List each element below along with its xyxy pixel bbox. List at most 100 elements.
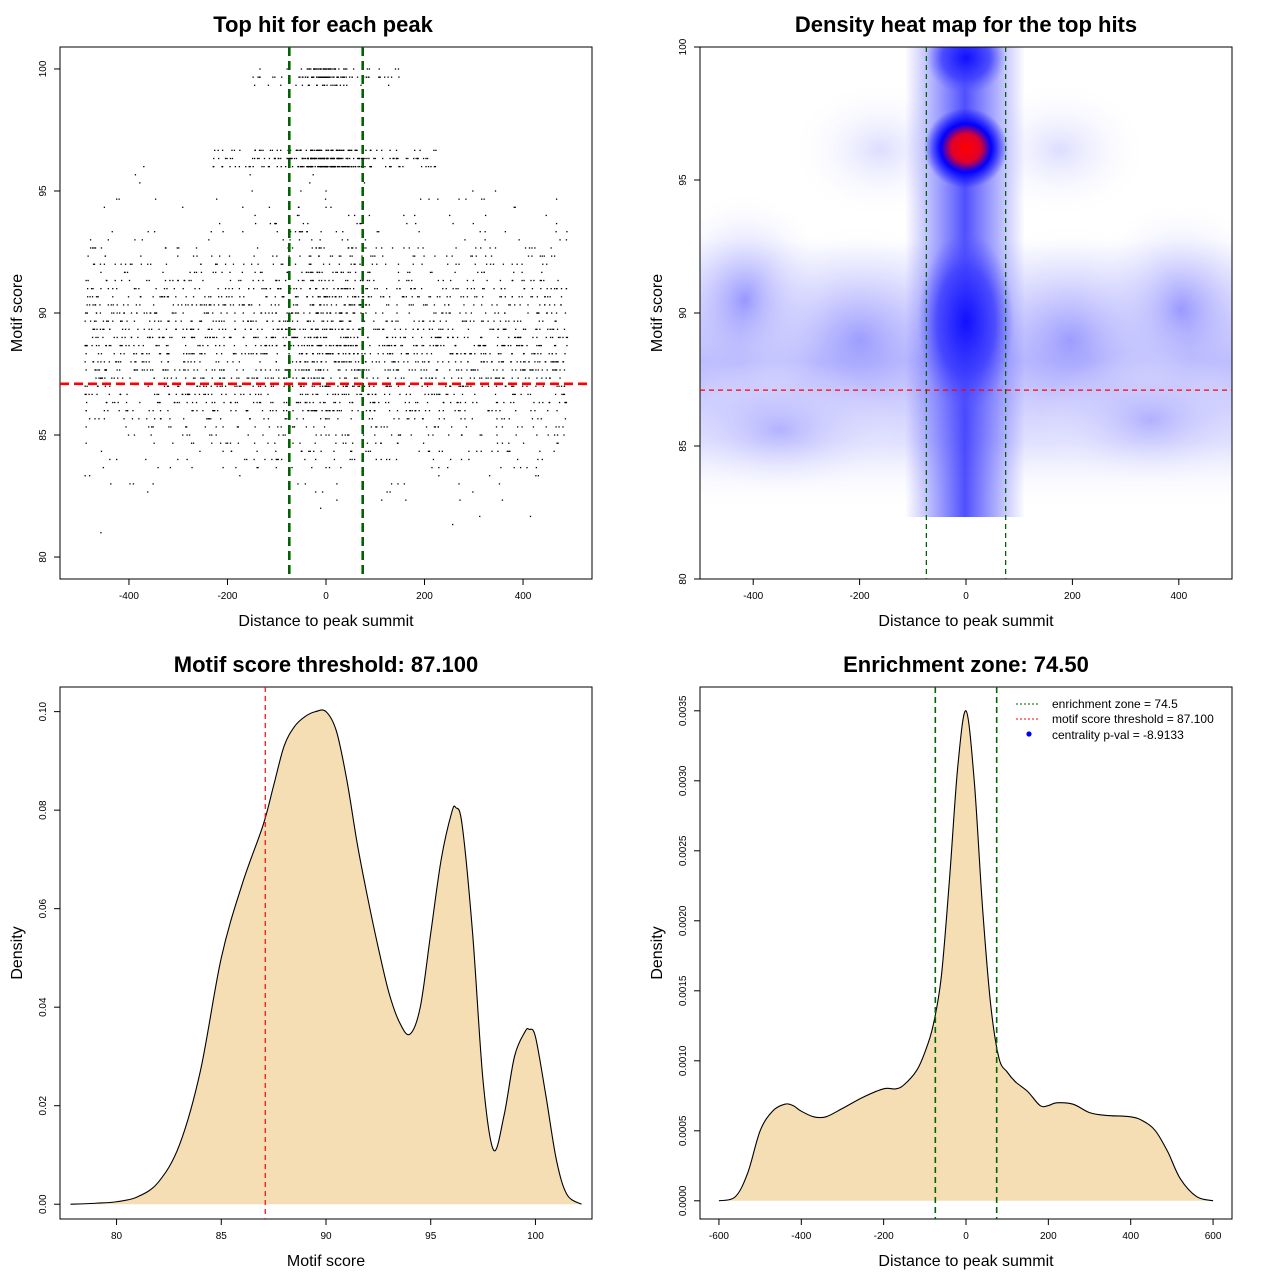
scatter-point	[231, 296, 233, 298]
scatter-point	[376, 263, 378, 265]
scatter-point	[295, 84, 297, 86]
scatter-point	[319, 507, 322, 509]
scatter-point	[125, 401, 128, 404]
scatter-point	[494, 312, 496, 314]
scatter-point	[219, 442, 222, 444]
scatter-point	[306, 68, 308, 70]
scatter-point	[335, 434, 337, 436]
scatter-point	[295, 304, 297, 306]
scatter-point	[519, 320, 522, 322]
scatter-point	[400, 377, 403, 379]
scatter-point	[399, 287, 401, 290]
scatter-point	[93, 247, 95, 249]
scatter-point	[366, 68, 369, 70]
scatter-point	[126, 320, 128, 322]
scatter-point	[259, 401, 262, 404]
scatter-point	[321, 491, 324, 493]
scatter-point	[226, 312, 228, 314]
scatter-point	[337, 385, 339, 387]
scatter-point	[542, 263, 544, 265]
scatter-point	[240, 393, 242, 396]
scatter-point	[460, 369, 463, 371]
y-tick-label: 95	[678, 174, 689, 186]
scatter-point	[405, 410, 407, 412]
scatter-point	[352, 157, 355, 160]
scatter-point	[485, 312, 487, 314]
scatter-point	[89, 239, 92, 241]
scatter-point	[386, 344, 388, 347]
scatter-point	[185, 393, 187, 396]
scatter-point	[457, 377, 460, 379]
scatter-point	[161, 296, 164, 298]
scatter-point	[413, 287, 415, 290]
scatter-point	[274, 222, 276, 225]
scatter-point	[114, 401, 116, 404]
scatter-point	[371, 263, 374, 265]
scatter-point	[84, 393, 86, 396]
scatter-point	[139, 182, 141, 184]
scatter-point	[388, 296, 391, 298]
scatter-point	[200, 320, 203, 322]
scatter-point	[493, 320, 495, 322]
scatter-point	[193, 353, 195, 355]
scatter-point	[353, 458, 356, 461]
scatter-point	[295, 401, 298, 404]
scatter-point	[501, 426, 504, 428]
scatter-point	[357, 328, 360, 330]
scatter-point	[412, 255, 414, 257]
scatter-point	[353, 369, 356, 371]
scatter-point	[561, 393, 563, 396]
scatter-point	[551, 328, 553, 330]
scatter-point	[104, 377, 106, 379]
scatter-point	[428, 296, 430, 298]
scatter-point	[255, 336, 257, 339]
scatter-point	[558, 401, 561, 404]
scatter-point	[520, 344, 523, 347]
scatter-point	[328, 418, 330, 420]
scatter-point	[557, 336, 560, 339]
scatter-point	[223, 304, 226, 306]
panel3-y-axis-label: Density	[9, 926, 26, 979]
scatter-point	[225, 442, 227, 444]
scatter-point	[260, 369, 262, 371]
y-tick-label: 100	[678, 38, 689, 55]
scatter-point	[320, 312, 322, 314]
scatter-point	[249, 304, 251, 306]
scatter-point	[536, 377, 538, 379]
scatter-point	[388, 458, 391, 461]
y-tick-label: 0.0030	[678, 765, 689, 796]
scatter-point	[546, 369, 548, 371]
scatter-point	[258, 157, 260, 160]
scatter-point	[532, 369, 534, 371]
scatter-point	[441, 450, 443, 452]
scatter-point	[311, 304, 313, 306]
scatter-point	[349, 287, 351, 290]
scatter-point	[266, 320, 268, 322]
scatter-point	[548, 401, 550, 404]
scatter-point	[405, 353, 407, 355]
scatter-point	[506, 450, 508, 452]
scatter-point	[234, 312, 236, 314]
scatter-point	[495, 385, 498, 387]
scatter-point	[495, 401, 498, 404]
scatter-point	[153, 320, 156, 322]
scatter-point	[454, 410, 456, 412]
scatter-point	[223, 377, 226, 379]
scatter-point	[318, 149, 320, 152]
scatter-point	[421, 361, 424, 363]
scatter-point	[409, 393, 411, 396]
scatter-point	[487, 410, 489, 412]
scatter-point	[519, 336, 522, 339]
scatter-point	[558, 426, 560, 428]
scatter-point	[445, 393, 447, 396]
scatter-point	[201, 304, 203, 306]
scatter-point	[312, 76, 314, 78]
scatter-point	[315, 247, 317, 249]
scatter-point	[438, 328, 440, 330]
scatter-point	[563, 385, 566, 387]
scatter-point	[256, 157, 259, 160]
scatter-point	[261, 410, 264, 412]
scatter-point	[254, 336, 256, 339]
scatter-point	[349, 361, 351, 363]
scatter-points	[84, 68, 569, 534]
